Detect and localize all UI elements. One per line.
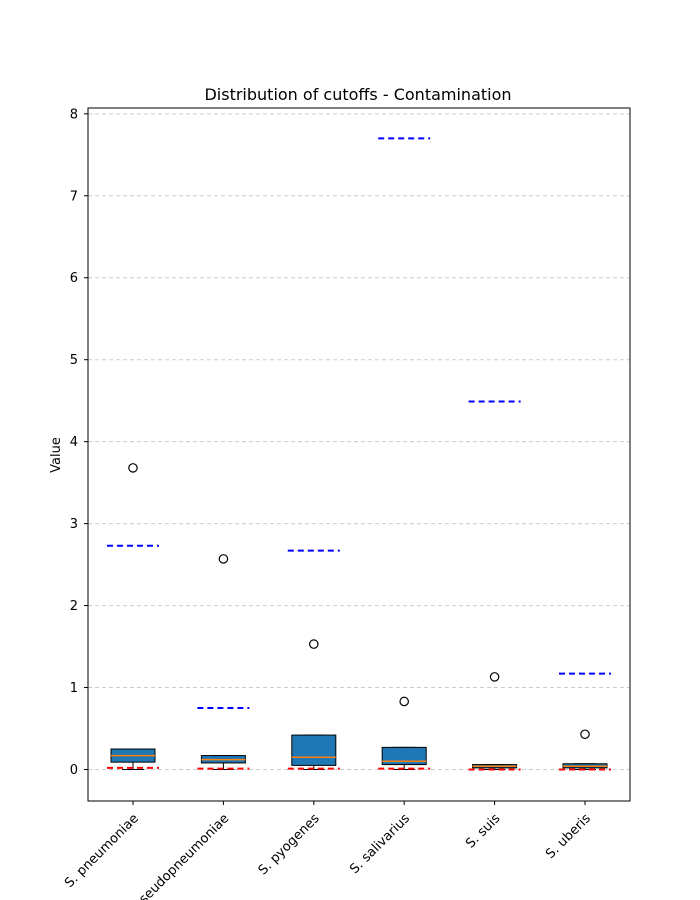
chart-title: Distribution of cutoffs - Contamination [204,85,511,104]
x-tick-label: S. pneumoniae [62,811,142,891]
y-tick-label: 0 [70,763,78,778]
y-tick-label: 1 [70,681,78,696]
outlier-point [218,554,229,564]
outlier-point [580,729,590,740]
grid-lines [88,113,630,770]
outlier-point [399,696,409,707]
y-tick-label: 4 [70,435,78,450]
y-tick-label: 5 [70,353,78,368]
x-tick-label: S. suis [463,811,503,851]
box [381,746,427,766]
y-axis-label: Value [49,437,64,473]
outlier-point [489,672,500,682]
y-tick-label: 3 [70,517,78,532]
plot-frame [87,107,631,802]
x-tick-label: S. uberis [543,811,594,862]
x-tick-label: S. pyogenes [256,811,323,878]
box [291,734,337,766]
plot-area [107,137,611,771]
y-tick-label: 8 [70,107,78,122]
outlier-point [308,639,319,649]
y-tick-label: 2 [70,599,78,614]
y-tick-label: 7 [70,189,78,204]
x-tick-label: S. salivarius [347,811,413,877]
outlier-point [128,463,138,473]
y-tick-label: 6 [70,271,78,286]
